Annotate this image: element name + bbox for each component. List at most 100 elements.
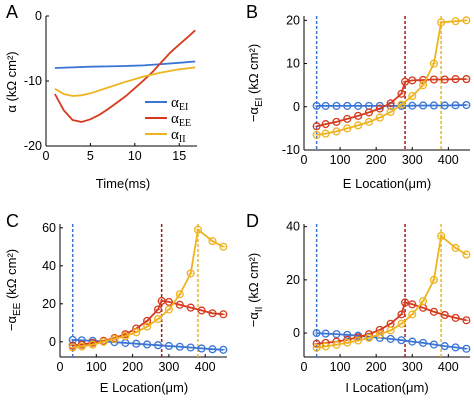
data-point [153,305,163,314]
data-point [440,310,449,320]
series-line [316,78,467,128]
data-point [462,16,471,25]
data-point [462,100,471,110]
data-point [462,344,471,353]
y-axis-label-sub: EI [254,98,265,107]
data-point [462,75,471,84]
data-point [312,101,321,110]
data-point [175,300,184,309]
data-point [321,129,330,138]
y-tick-label: 20 [286,13,300,27]
data-point [312,343,321,352]
data-point [408,91,417,101]
y-tick-label: -10 [24,74,42,88]
y-axis-label: −αEE (kΩ cm²) [4,249,23,331]
data-point [208,237,217,246]
x-tick-label: 100 [330,153,351,167]
data-point [386,107,395,117]
data-point [219,242,228,251]
y-axis-label-main: −α [246,312,261,328]
data-point [354,111,363,120]
data-point [429,75,438,84]
series-line [316,301,467,345]
data-point [175,290,184,299]
data-point [164,305,173,314]
data-point [332,340,341,349]
x-tick-label: 400 [438,153,459,167]
data-point [408,101,417,110]
panel-letter: C [6,211,19,231]
data-point [386,99,395,108]
panel-letter: D [246,211,259,231]
data-point [343,330,352,339]
data-point [197,306,206,315]
x-tick-label: 0 [301,360,308,374]
data-point [451,313,460,322]
data-point [440,75,449,84]
y-axis-label-main: −α [4,316,19,332]
data-point [193,225,203,234]
legend-label-main: α [171,127,179,143]
data-point [143,340,152,349]
data-point [429,101,438,110]
data-point [451,101,460,110]
series-line [72,299,224,347]
data-point [429,340,438,349]
data-point [197,344,206,353]
data-point [343,114,352,123]
data-point [375,113,384,122]
panel-letter: A [6,2,18,22]
series-line [316,19,467,136]
data-point [219,310,228,319]
y-tick-label: 40 [286,220,300,234]
data-point [164,341,173,351]
series-line [54,60,196,69]
data-point [321,120,330,129]
data-point [68,335,77,344]
data-point [312,329,321,338]
x-tick-label: 400 [195,360,216,374]
data-point [397,336,406,345]
data-point [408,76,417,85]
x-tick-label: 400 [438,360,459,374]
data-point [451,343,460,352]
data-point [354,101,363,110]
data-point [208,309,217,318]
data-point [312,122,321,131]
y-tick-label: 20 [42,297,56,311]
data-point [462,250,471,259]
data-point [312,130,321,139]
x-tick-label: 300 [402,153,423,167]
data-point [397,100,406,109]
data-point [397,319,406,328]
y-tick-label: -10 [282,143,300,157]
data-point [386,334,395,343]
data-point [343,338,352,347]
data-point [375,104,384,113]
legend-label-sub: II [179,134,186,145]
x-tick-label: 200 [122,360,143,374]
legend-label: αEI [171,95,188,113]
data-point [110,334,119,344]
data-point [88,340,97,349]
x-tick-label: 100 [86,360,107,374]
data-point [121,332,130,341]
x-axis-label: E Location(μm) [100,380,188,395]
data-point [153,341,163,350]
y-axis-label-sub: II [254,307,265,313]
x-tick-label: 15 [172,149,186,163]
data-point [400,298,410,307]
data-point [375,325,384,334]
data-point [364,108,374,117]
data-point [68,343,77,352]
data-point [186,269,195,278]
y-tick-label: -20 [24,139,42,153]
legend-label-main: α [171,95,179,111]
x-tick-label: 5 [87,149,94,163]
data-point [321,101,330,110]
y-axis-label-units: (kΩ cm²) [4,249,19,303]
data-point [419,297,428,306]
